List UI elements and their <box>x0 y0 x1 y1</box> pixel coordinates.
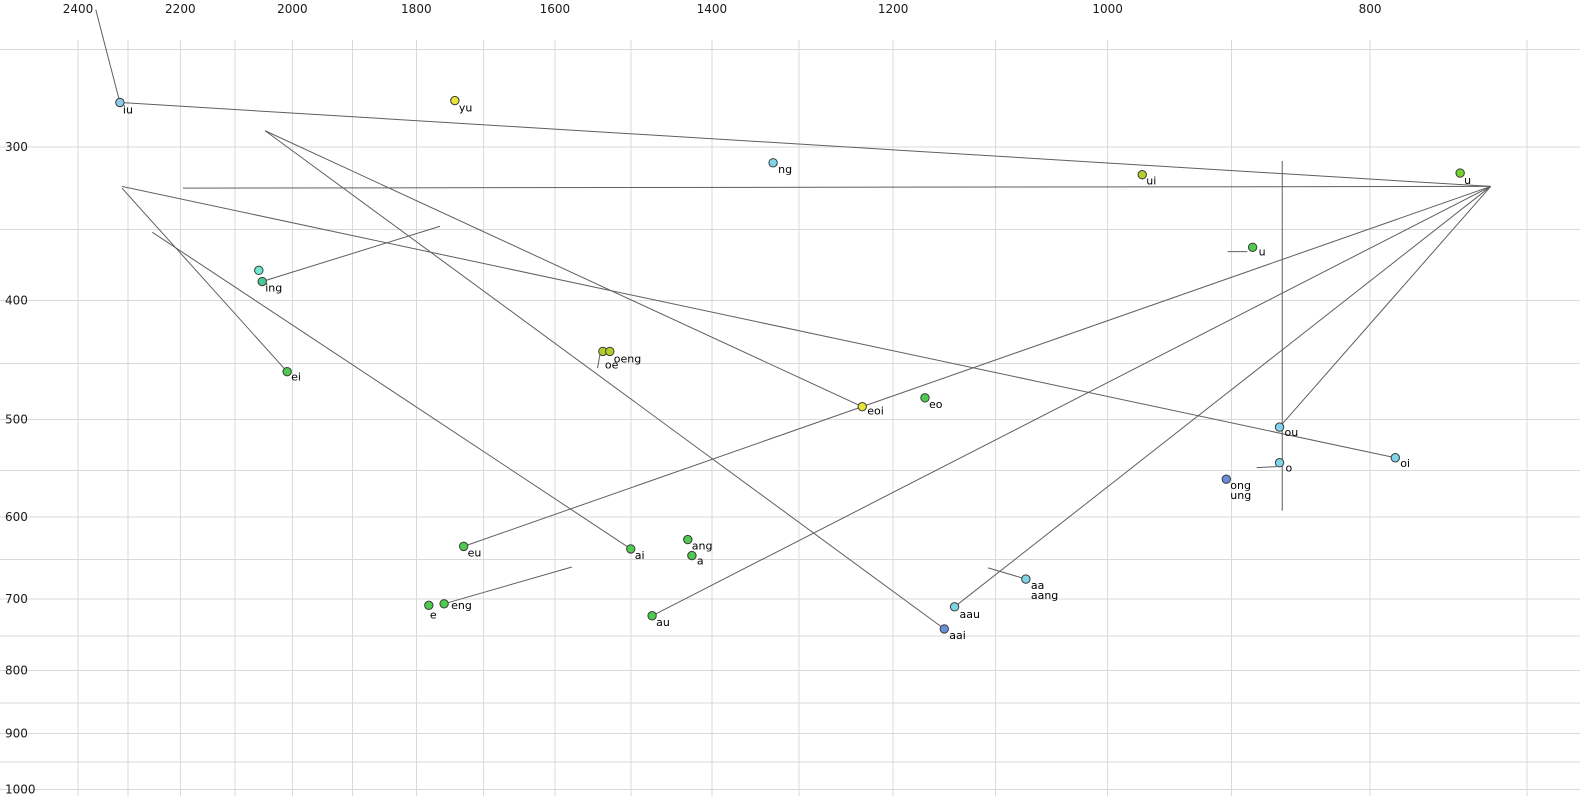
point-label-e: e <box>430 608 437 621</box>
point-label-eo: eo <box>929 398 943 411</box>
point-label-eu: eu <box>468 546 482 559</box>
trajectory-line-ou-to-u <box>1279 186 1492 428</box>
point-label-oe: oe <box>605 358 619 371</box>
point-label-o: o <box>1286 462 1293 475</box>
x-axis-tick-label: 2400 <box>63 2 94 16</box>
data-point-eo <box>920 393 930 403</box>
point-label-aang: aang <box>1031 589 1058 602</box>
point-label-ui: ui <box>1146 175 1156 188</box>
trajectory-lines <box>95 9 1492 630</box>
axis-tick-labels: 2400 2200 2000 1800 1600 1400 1200 1000 800 300 40… <box>5 2 1381 797</box>
data-point-ing-upper <box>254 265 264 276</box>
trajectory-line-eu-to-u <box>463 185 1491 547</box>
data-point-eng <box>439 599 449 609</box>
x-axis-tick-label: 1000 <box>1092 2 1123 16</box>
data-point-ing <box>257 276 267 287</box>
point-label-iu: iu <box>123 103 133 116</box>
data-point-ei <box>282 366 292 377</box>
point-label-eoi: eoi <box>867 405 884 418</box>
point-label-ou: ou <box>1285 426 1299 439</box>
trajectory-line-au-to-u <box>651 185 1491 617</box>
trajectory-line-eoi-to-i <box>264 130 863 408</box>
point-label-ng: ng <box>778 163 792 176</box>
trajectory-line-aai-to-i <box>264 130 945 630</box>
data-point-ang <box>683 534 693 545</box>
point-label-yu: yu <box>459 102 472 115</box>
x-axis-tick-label: 1400 <box>697 2 728 16</box>
point-label-au: au <box>656 616 670 629</box>
point-label-ai: ai <box>635 549 645 562</box>
x-axis-tick-label: 1600 <box>540 2 571 16</box>
trajectory-line-ing-stub <box>262 225 441 283</box>
y-axis-tick-label: 1000 <box>5 783 36 797</box>
point-label-aai: aai <box>949 629 966 642</box>
data-point-u <box>1455 168 1465 178</box>
data-point-ng <box>768 158 778 168</box>
x-axis-tick-label: 1800 <box>401 2 432 16</box>
trajectory-line-ei-to-i <box>121 187 288 372</box>
point-label-ing: ing <box>265 282 282 295</box>
data-point-ou <box>1274 422 1285 432</box>
trajectory-line-ai-to-i <box>152 231 632 550</box>
data-point-oeng <box>605 346 615 357</box>
data-point-aai <box>939 624 949 634</box>
point-label-eng: eng <box>451 599 472 612</box>
trajectory-line-aa-stub <box>987 567 1026 580</box>
trajectory-line-ui-to-i <box>183 185 1491 189</box>
data-point-iu <box>115 97 125 108</box>
trajectory-line-i-to-iu <box>95 9 121 103</box>
data-point-oi <box>1390 453 1401 463</box>
y-axis-tick-label: 400 <box>5 294 28 308</box>
trajectory-line-oi-to-i <box>121 185 1396 459</box>
point-label-ang: ang <box>692 540 713 553</box>
point-label-ei: ei <box>291 371 301 384</box>
trajectory-line-iu-to-u <box>119 101 1491 187</box>
data-point-yu <box>450 95 460 106</box>
point-label-ong: ong <box>1230 479 1251 492</box>
point-label-oeng: oeng <box>614 352 641 365</box>
data-point-o <box>1274 458 1285 468</box>
data-point-aau <box>949 602 960 612</box>
data-point-ong <box>1221 474 1232 484</box>
data-point-eoi <box>857 401 867 412</box>
point-label-u: u <box>1259 245 1266 258</box>
point-label-aa: aa <box>1031 579 1044 592</box>
y-axis-tick-label: 900 <box>5 726 28 740</box>
grid <box>0 40 1580 796</box>
trajectory-line-oe-oeng-connector <box>597 354 601 369</box>
data-point-ui <box>1137 170 1147 180</box>
trajectory-line-o-dash <box>1256 466 1277 469</box>
x-axis-tick-label: 800 <box>1359 2 1382 16</box>
y-axis-tick-label: 600 <box>5 510 28 524</box>
data-point-ai <box>626 544 636 554</box>
y-axis-tick-label: 300 <box>5 140 28 154</box>
point-label-a: a <box>697 555 704 568</box>
data-point-aa <box>1021 574 1031 584</box>
trajectory-line-aau-to-u <box>954 186 1492 608</box>
x-axis-tick-label: 2200 <box>165 2 196 16</box>
data-point-e <box>424 600 434 611</box>
data-point-eu <box>458 541 469 552</box>
point-label-u: u <box>1464 174 1471 187</box>
trajectory-line-eng-stub <box>443 566 573 605</box>
x-axis-tick-label: 2000 <box>277 2 308 16</box>
point-label-oi: oi <box>1400 457 1410 470</box>
point-label-aau: aau <box>960 608 980 621</box>
data-point-a <box>687 550 697 561</box>
point-label-ung: ung <box>1230 489 1251 502</box>
x-axis-tick-label: 1200 <box>878 2 909 16</box>
data-point-au <box>647 611 657 621</box>
y-axis-tick-label: 800 <box>5 664 28 678</box>
y-axis-tick-label: 700 <box>5 592 28 606</box>
y-axis-tick-label: 500 <box>5 413 28 427</box>
data-point-u2 <box>1247 242 1258 252</box>
